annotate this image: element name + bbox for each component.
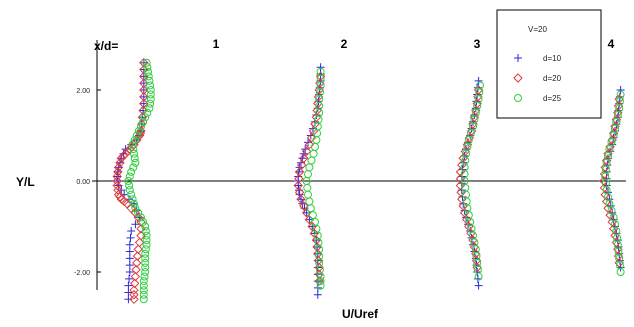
data-point <box>312 143 319 150</box>
data-point <box>298 161 306 169</box>
data-point <box>133 259 141 267</box>
station-label: 4 <box>608 37 615 51</box>
data-point <box>126 254 134 262</box>
data-point <box>295 175 303 183</box>
legend-entry-label: d=25 <box>543 94 562 103</box>
data-point <box>310 150 317 157</box>
data-point <box>130 164 137 171</box>
data-point <box>134 252 142 260</box>
data-point <box>294 182 302 190</box>
data-point <box>313 137 320 144</box>
data-point <box>146 105 153 112</box>
data-point <box>475 77 483 85</box>
data-point <box>131 279 139 287</box>
data-point <box>128 168 135 175</box>
data-point <box>134 245 142 253</box>
station-label: 2 <box>341 37 348 51</box>
data-point <box>306 198 313 205</box>
data-point <box>131 273 139 281</box>
data-point <box>305 191 312 198</box>
data-point <box>304 184 311 191</box>
data-point <box>136 238 144 246</box>
station-prefix-label: x/d= <box>94 39 118 53</box>
data-point <box>308 157 315 164</box>
data-point <box>126 173 133 180</box>
data-point <box>309 212 316 219</box>
y-tick-label: 0.00 <box>76 179 90 186</box>
data-point <box>314 123 321 130</box>
legend-entry-label: d=20 <box>543 74 562 83</box>
legend-entry-label: d=10 <box>543 54 562 63</box>
data-point <box>126 187 133 194</box>
legend-title: V=20 <box>528 25 547 34</box>
data-point <box>132 266 140 274</box>
data-point <box>127 227 135 235</box>
data-point <box>132 159 139 166</box>
data-point <box>127 234 135 242</box>
data-point <box>312 218 319 225</box>
data-point <box>126 241 134 249</box>
legend: V=20 d=10 d=20 d=25 <box>497 10 601 118</box>
x-axis-label: U/Uref <box>342 307 379 321</box>
data-point <box>314 250 322 258</box>
data-point <box>126 261 134 269</box>
data-point <box>306 164 313 171</box>
station-label: 3 <box>474 37 481 51</box>
data-point <box>128 191 135 198</box>
y-axis-label: Y/L <box>16 175 35 189</box>
station-label: 1 <box>213 37 220 51</box>
data-point <box>116 159 124 167</box>
y-tick-label: 2.00 <box>76 88 90 95</box>
data-point <box>140 296 147 303</box>
data-point <box>314 291 322 299</box>
data-point <box>126 248 134 256</box>
y-tick-label: -2.00 <box>74 270 90 277</box>
data-point <box>305 171 312 178</box>
data-point <box>475 282 483 290</box>
